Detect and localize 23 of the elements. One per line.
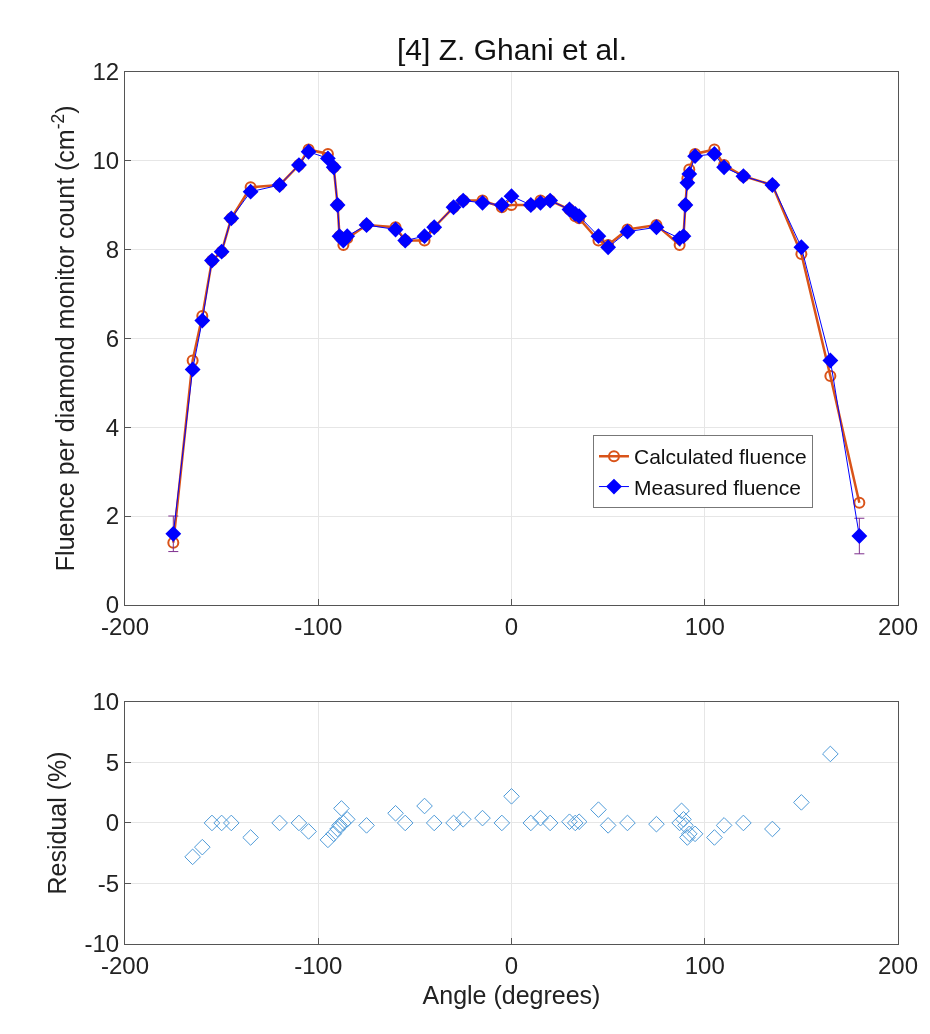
y-tick-label: 12 xyxy=(92,58,120,86)
y-tick-label: -5 xyxy=(97,869,120,897)
x-tick-label: 200 xyxy=(877,951,919,979)
y-tick-label: 8 xyxy=(105,235,120,263)
y-tick-label: 4 xyxy=(105,413,120,441)
x-tick-label: -100 xyxy=(294,612,343,640)
x-tick-label: -100 xyxy=(294,951,343,979)
y-tick-label: 10 xyxy=(92,688,120,716)
x-tick-label: 0 xyxy=(504,951,519,979)
x-tick-label: 100 xyxy=(684,612,725,640)
y-tick-label: 5 xyxy=(105,748,120,776)
y-tick-label: 10 xyxy=(92,147,120,175)
x-tick-label: 200 xyxy=(877,612,919,640)
chart-title: [4] Z. Ghani et al. xyxy=(397,33,628,66)
legend-label: Measured fluence xyxy=(633,475,801,499)
y-tick-label: 2 xyxy=(105,502,120,530)
legend-label: Calculated fluence xyxy=(633,445,807,469)
x-tick-label: 0 xyxy=(504,612,519,640)
x-tick-label: 100 xyxy=(684,951,725,979)
y-axis-title: Residual (%) xyxy=(43,751,72,895)
y-tick-label: 0 xyxy=(105,809,120,837)
y-tick-label: 6 xyxy=(105,324,120,352)
x-axis-title: Angle (degrees) xyxy=(422,980,601,1009)
